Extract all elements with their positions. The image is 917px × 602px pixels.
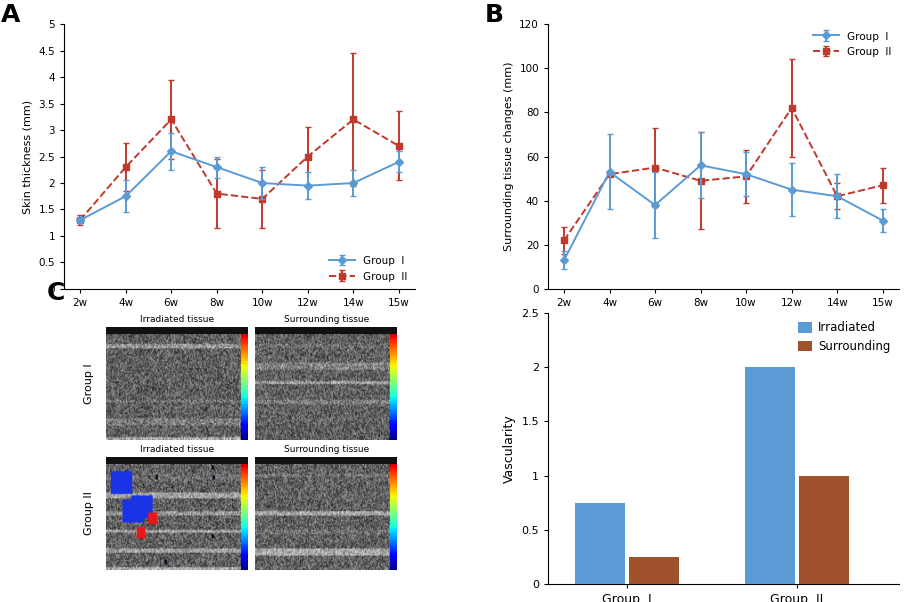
Bar bbox=[629, 557, 679, 584]
Text: C: C bbox=[47, 281, 65, 305]
Bar bbox=[745, 367, 795, 584]
Legend: Irradiated, Surrounding: Irradiated, Surrounding bbox=[796, 319, 893, 356]
Y-axis label: Surrounding tissue changes (mm): Surrounding tissue changes (mm) bbox=[503, 62, 514, 251]
Text: Group II: Group II bbox=[83, 492, 94, 535]
Bar bbox=[575, 503, 625, 584]
Text: Group I: Group I bbox=[83, 363, 94, 404]
Bar bbox=[799, 476, 849, 584]
Legend: Group  I, Group  II: Group I, Group II bbox=[326, 254, 410, 284]
Text: A: A bbox=[1, 3, 20, 27]
Text: B: B bbox=[485, 3, 504, 27]
Y-axis label: Skin thickness (mm): Skin thickness (mm) bbox=[23, 99, 33, 214]
Legend: Group  I, Group  II: Group I, Group II bbox=[811, 29, 893, 59]
Y-axis label: Vascularity: Vascularity bbox=[503, 414, 515, 483]
